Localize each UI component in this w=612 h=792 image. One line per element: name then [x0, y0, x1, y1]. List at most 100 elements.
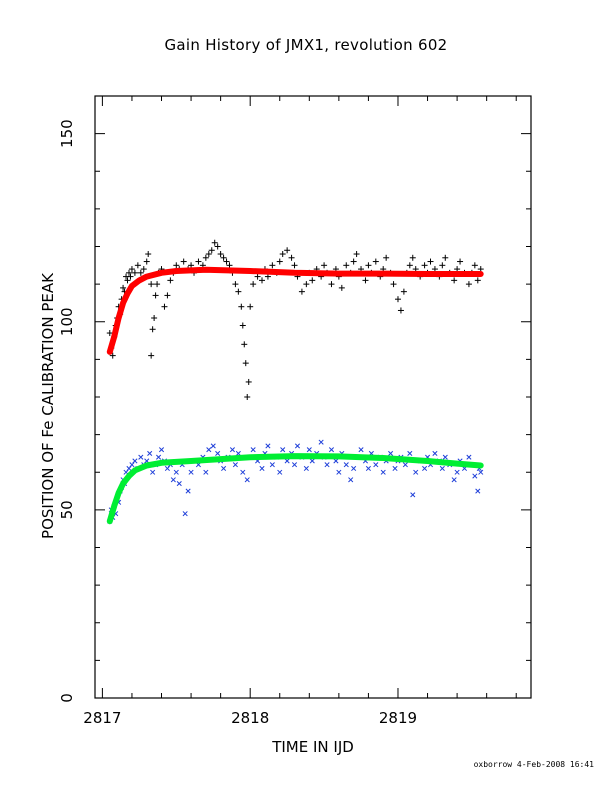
cross-point [324, 462, 330, 468]
plus-point [223, 258, 230, 265]
cross-point [318, 439, 324, 445]
plus-point [400, 288, 407, 295]
plus-point [208, 247, 215, 254]
cross-point [413, 469, 419, 475]
plus-point [471, 262, 478, 269]
y-tick-label: 0 [58, 693, 76, 703]
cross-point [158, 447, 165, 453]
plus-point [409, 254, 416, 261]
cross-point [365, 465, 371, 472]
x-tick-label: 2817 [83, 709, 121, 727]
plus-point [154, 281, 161, 288]
plus-point [145, 251, 152, 258]
cross-point [351, 465, 357, 472]
cross-point [269, 462, 275, 468]
plus-point [242, 360, 249, 367]
plus-point [217, 251, 224, 258]
cross-point [478, 469, 484, 475]
y-tick-label: 50 [58, 500, 76, 519]
cross-point [466, 454, 472, 460]
plus-point [372, 258, 379, 265]
plus-point [245, 378, 252, 385]
plus-point [149, 326, 156, 333]
plus-point [303, 281, 310, 288]
cross-point [380, 469, 386, 475]
cross-point [306, 447, 312, 453]
plus-point [220, 254, 227, 261]
plus-point [474, 277, 481, 284]
plus-point [276, 258, 283, 265]
cross-point [402, 462, 408, 468]
plus-point [421, 262, 428, 269]
cross-point [147, 450, 153, 456]
plus-point [128, 266, 135, 273]
fit-curve-red [106, 266, 484, 355]
cross-point [164, 465, 170, 472]
cross-point [259, 465, 265, 472]
x-tick-label: 2818 [231, 709, 269, 727]
plus-point [188, 262, 195, 269]
plus-point [250, 281, 257, 288]
footer-stamp: oxborrow 4-Feb-2008 16:41 [473, 760, 594, 769]
plus-point [427, 258, 434, 265]
cross-point [451, 477, 457, 483]
plus-point [238, 303, 245, 310]
plus-point [288, 254, 295, 261]
plus-point [202, 254, 209, 261]
cross-point [284, 458, 290, 464]
cross-point [155, 454, 162, 460]
cross-point [229, 447, 236, 453]
cross-point [439, 465, 445, 472]
cross-point [454, 469, 460, 475]
cross-point [232, 462, 238, 468]
cross-point [265, 443, 271, 449]
plus-point [247, 303, 254, 310]
cross-point [129, 462, 135, 468]
cross-point [309, 458, 315, 464]
plus-point [350, 258, 357, 265]
cross-point [358, 447, 364, 453]
plus-point [235, 288, 242, 295]
plus-point [254, 273, 261, 280]
plus-point [269, 262, 276, 269]
plus-point [406, 262, 413, 269]
axes: 0 50 100 150 2817 2818 2819 [58, 95, 531, 727]
plus-point [397, 307, 404, 314]
cross-point [277, 469, 283, 475]
cross-point [422, 465, 428, 472]
cross-point [240, 469, 246, 475]
plus-point [394, 296, 401, 303]
cross-point [185, 488, 191, 494]
x-axis-label: TIME IN IJD [272, 738, 354, 756]
cross-point [407, 450, 413, 456]
cross-point [333, 458, 339, 464]
cross-point [150, 469, 156, 475]
cross-point [206, 447, 212, 453]
plus-point [365, 262, 372, 269]
plus-point [167, 277, 174, 284]
cross-point [348, 477, 354, 483]
cross-point [170, 477, 176, 483]
plus-point [362, 277, 369, 284]
cross-point [173, 469, 179, 475]
plus-point [161, 303, 168, 310]
cross-point [475, 488, 481, 494]
plus-point [214, 243, 221, 250]
plus-point [390, 281, 397, 288]
plus-point [241, 341, 248, 348]
plot-frame [94, 95, 532, 699]
plus-point [465, 281, 472, 288]
plus-point [151, 314, 158, 321]
cross-point [203, 469, 209, 475]
cross-point [343, 462, 349, 468]
chart-title: Gain History of JMX1, revolution 602 [164, 36, 448, 54]
plus-point [131, 269, 138, 276]
plus-point [173, 262, 180, 269]
plus-point [124, 277, 131, 284]
cross-point [221, 465, 227, 472]
cross-point [250, 447, 256, 453]
plus-point [259, 277, 266, 284]
cross-point [210, 443, 216, 449]
cross-point [303, 465, 309, 472]
